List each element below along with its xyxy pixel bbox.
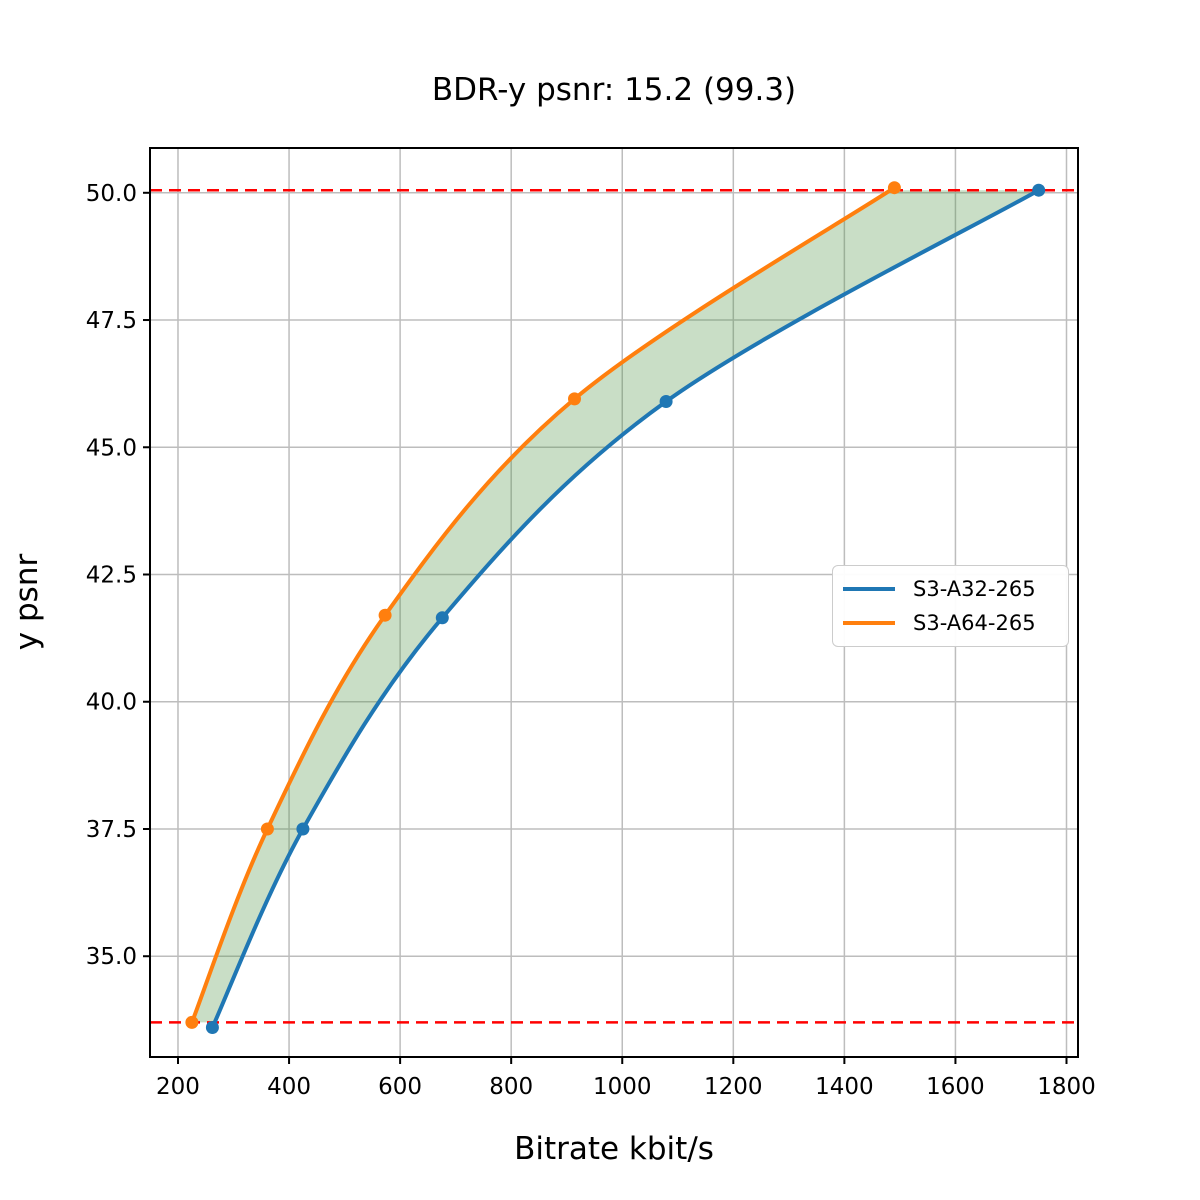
x-tick-label: 1000 xyxy=(593,1074,652,1100)
x-tick-label: 1800 xyxy=(1037,1074,1096,1100)
data-point-s3-a32-265 xyxy=(205,1021,219,1034)
x-tick-label: 1600 xyxy=(926,1074,985,1100)
series-curve-s3-a64-265 xyxy=(189,185,897,1025)
y-tick-label: 50.0 xyxy=(86,181,137,207)
legend-item: S3-A32-265 xyxy=(833,577,1068,601)
x-tick-label: 600 xyxy=(378,1074,422,1100)
y-axis-label: y psnr xyxy=(9,553,45,651)
y-tick-label: 40.0 xyxy=(86,690,137,716)
legend-label: S3-A32-265 xyxy=(913,576,1036,601)
data-point-s3-a64-265 xyxy=(260,822,274,836)
data-point-s3-a32-265 xyxy=(659,395,673,408)
y-tick-label: 35.0 xyxy=(86,944,137,970)
data-point-s3-a64-265 xyxy=(378,608,392,622)
legend-line-swatch-orange xyxy=(843,621,895,626)
legend-label: S3-A64-265 xyxy=(913,611,1036,636)
legend-line-swatch-blue xyxy=(843,586,895,591)
x-tick-label: 1200 xyxy=(704,1074,763,1100)
y-tick-label: 37.5 xyxy=(86,817,137,843)
x-tick-label: 1400 xyxy=(815,1074,874,1100)
y-tick-label: 45.0 xyxy=(86,435,137,461)
legend: S3-A32-265 S3-A64-265 xyxy=(832,565,1069,647)
series-curve-s3-a32-265 xyxy=(210,188,1041,1030)
data-point-s3-a32-265 xyxy=(296,822,310,836)
chart-title: BDR-y psnr: 15.2 (99.3) xyxy=(431,72,797,108)
x-axis-label: Bitrate kbit/s xyxy=(514,1131,714,1167)
x-tick-label: 400 xyxy=(267,1074,311,1100)
data-point-s3-a32-265 xyxy=(435,611,449,625)
legend-item: S3-A64-265 xyxy=(833,611,1068,635)
x-tick-label: 200 xyxy=(156,1074,200,1100)
y-tick-label: 42.5 xyxy=(86,563,137,589)
data-point-s3-a64-265 xyxy=(568,392,581,406)
axes-spines xyxy=(149,147,1079,1058)
x-tick-label: 800 xyxy=(489,1074,533,1100)
y-tick-label: 47.5 xyxy=(86,308,137,334)
data-point-s3-a32-265 xyxy=(1032,183,1046,197)
data-point-s3-a64-265 xyxy=(887,181,901,195)
data-point-s3-a64-265 xyxy=(185,1015,199,1029)
